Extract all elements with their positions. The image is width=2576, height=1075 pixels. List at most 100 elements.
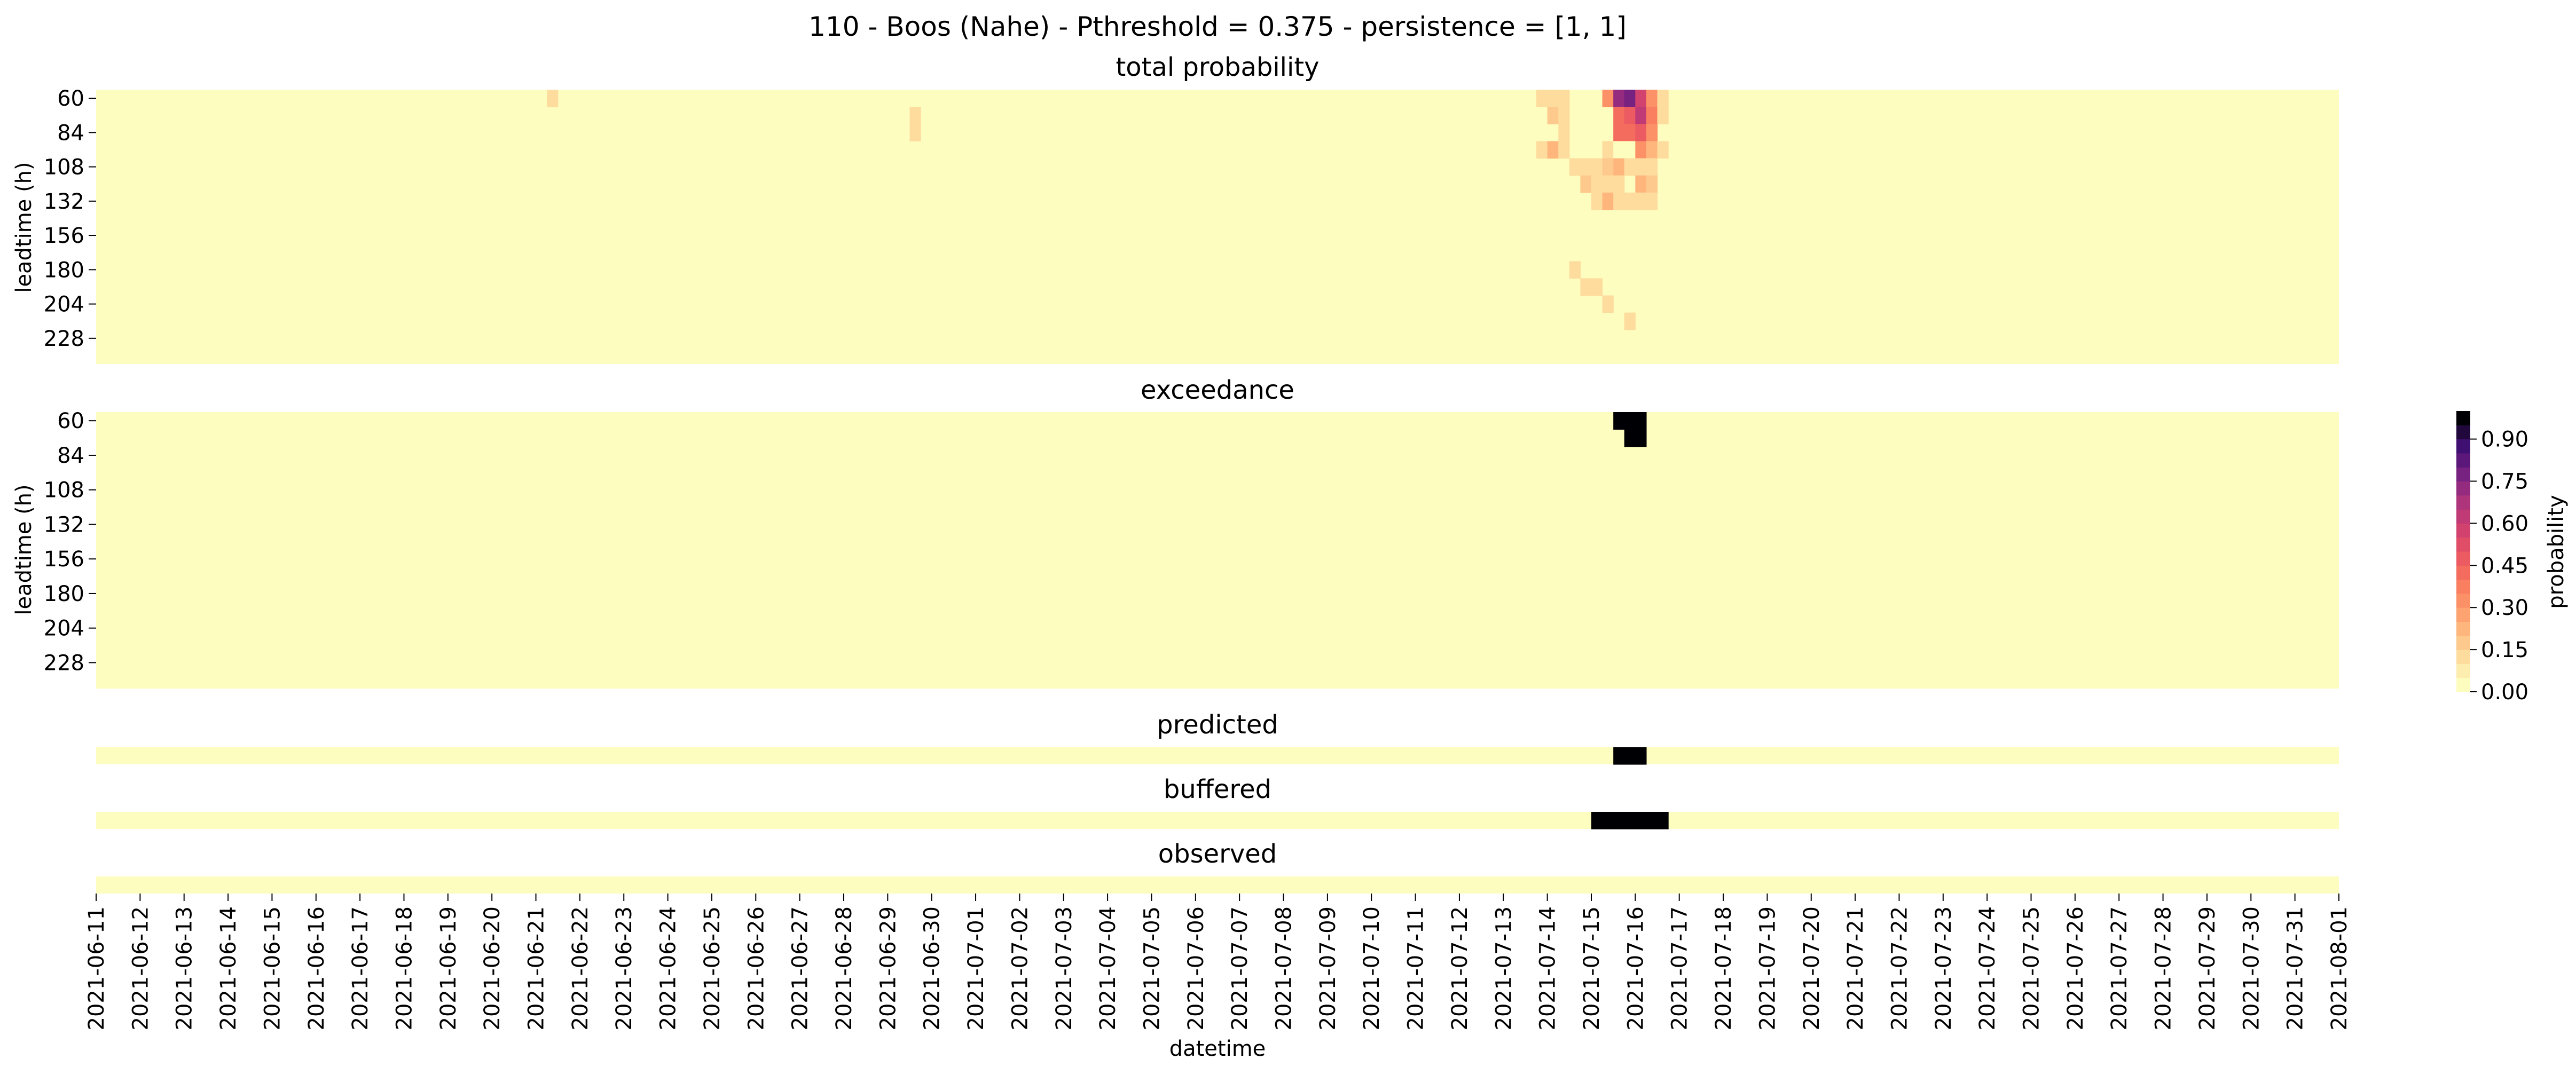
- y-tick-label: 228: [44, 327, 84, 351]
- colorbar-tick-label: 0.45: [2481, 554, 2528, 578]
- x-tick-label: 2021-07-02: [1008, 906, 1032, 1030]
- x-tick-label: 2021-07-16: [1623, 906, 1648, 1030]
- x-tick-label: 2021-07-30: [2239, 906, 2264, 1030]
- panel-observed: [96, 876, 2339, 894]
- x-tick-label: 2021-06-24: [656, 906, 681, 1030]
- x-tick-label: 2021-07-23: [1931, 906, 1956, 1030]
- colorbar-segment: [2456, 439, 2470, 454]
- colorbar-label: probability: [2544, 495, 2569, 608]
- heatmap-cell: [1547, 90, 1559, 107]
- panel-background: [96, 812, 2339, 829]
- panel-total-probability: 60 84 108 132 156 180 204 228: [44, 86, 2339, 364]
- panel-background: [96, 90, 2339, 364]
- y-tick-label: 228: [44, 651, 84, 675]
- x-tick-label: 2021-06-28: [832, 906, 857, 1030]
- heatmap-cell: [1613, 158, 1625, 176]
- heatmap-cell: [1635, 90, 1647, 107]
- x-tick-label: 2021-07-20: [1800, 906, 1824, 1030]
- heatmap-cell: [1591, 192, 1603, 210]
- panel-title-total-probability: total probability: [1116, 52, 1319, 82]
- x-tick-label: 2021-06-17: [348, 906, 373, 1030]
- y-tick-label: 132: [44, 189, 84, 214]
- heatmap-cell: [1624, 192, 1636, 210]
- colorbar-tick-label: 0.90: [2481, 428, 2528, 452]
- x-tick-label: 2021-07-11: [1404, 906, 1428, 1030]
- colorbar-segment: [2456, 411, 2470, 425]
- heatmap-cell: [1646, 141, 1658, 159]
- heatmap-cell: [1646, 158, 1658, 176]
- x-tick-label: 2021-06-16: [304, 906, 329, 1030]
- heatmap-cell: [1536, 141, 1548, 159]
- x-tick-label: 2021-06-12: [128, 906, 153, 1030]
- heatmap-cell: [1602, 192, 1614, 210]
- x-tick-label: 2021-06-23: [612, 906, 637, 1030]
- y-tick-label: 84: [57, 121, 84, 145]
- colorbar-segment: [2456, 537, 2470, 552]
- x-tick-label: 2021-07-09: [1316, 906, 1340, 1030]
- panel-title-predicted: predicted: [1157, 710, 1278, 740]
- heatmap-cell: [909, 124, 921, 141]
- heatmap-cell: [1547, 107, 1559, 124]
- colorbar-segment: [2456, 565, 2470, 580]
- x-tick-label: 2021-07-04: [1096, 906, 1120, 1030]
- x-tick-label: 2021-06-25: [700, 906, 725, 1030]
- heatmap-cell: [1635, 812, 1647, 829]
- y-tick-label: 132: [44, 512, 84, 537]
- heatmap-cell: [1613, 747, 1625, 765]
- x-tick-label: 2021-06-18: [392, 906, 417, 1030]
- heatmap-cell: [1580, 158, 1592, 176]
- x-tick-label: 2021-07-07: [1228, 906, 1252, 1030]
- heatmap-cell: [1657, 141, 1669, 159]
- panel-title-buffered: buffered: [1164, 774, 1271, 804]
- x-tick-label: 2021-07-28: [2151, 906, 2176, 1030]
- heatmap-cell: [1558, 141, 1570, 159]
- panel-predicted: [96, 747, 2339, 765]
- heatmap-cell: [1635, 124, 1647, 141]
- heatmap-cell: [1602, 295, 1614, 313]
- heatmap-cell: [1591, 158, 1603, 176]
- y-tick-label: 84: [57, 444, 84, 468]
- heatmap-cell: [1602, 812, 1614, 829]
- panel-buffered: [96, 812, 2339, 829]
- heatmap-cell: [1657, 107, 1669, 124]
- heatmap-cell: [1613, 192, 1625, 210]
- heatmap-cell: [1646, 812, 1658, 829]
- x-tick-label: 2021-08-01: [2327, 906, 2352, 1030]
- panel-background: [96, 747, 2339, 764]
- colorbar-tick-label: 0.60: [2481, 511, 2528, 536]
- heatmap-cell: [1635, 192, 1647, 210]
- heatmap-cell: [1591, 278, 1603, 296]
- panel-title-exceedance: exceedance: [1141, 375, 1294, 405]
- colorbar-segment: [2456, 425, 2470, 440]
- heatmap-cell: [1646, 192, 1658, 210]
- x-tick-label: 2021-06-13: [172, 906, 197, 1030]
- heatmap-cell: [1591, 812, 1603, 829]
- x-tick-label: 2021-06-20: [480, 906, 505, 1030]
- x-tick-label: 2021-07-26: [2063, 906, 2088, 1030]
- y-tick-label: 180: [44, 582, 84, 606]
- heatmap-cell: [1635, 412, 1647, 430]
- x-tick-label: 2021-06-21: [524, 906, 549, 1030]
- y-tick-label: 60: [57, 86, 84, 111]
- heatmap-cell: [1602, 90, 1614, 107]
- heatmap-cell: [1602, 158, 1614, 176]
- heatmap-cell: [1624, 90, 1636, 107]
- x-tick-label: 2021-07-18: [1711, 906, 1736, 1030]
- heatmap-cell: [1613, 812, 1625, 829]
- heatmap-cell: [1558, 90, 1570, 107]
- x-tick-label: 2021-07-14: [1536, 906, 1560, 1030]
- colorbar-tick-label: 0.00: [2481, 680, 2528, 705]
- x-tick-label: 2021-07-03: [1052, 906, 1077, 1030]
- colorbar-segment: [2456, 523, 2470, 538]
- y-tick-label: 156: [44, 224, 84, 248]
- colorbar-segment: [2456, 635, 2470, 650]
- heatmap-cell: [1624, 412, 1636, 430]
- colorbar-segment: [2456, 551, 2470, 566]
- x-tick-label: 2021-06-11: [84, 906, 109, 1030]
- x-tick-label: 2021-07-15: [1580, 906, 1604, 1030]
- colorbar-tick-label: 0.15: [2481, 638, 2528, 662]
- x-tick-label: 2021-06-29: [876, 906, 900, 1030]
- heatmap-cell: [1624, 312, 1636, 330]
- y-axis-label-total-probability: leadtime (h): [12, 162, 36, 293]
